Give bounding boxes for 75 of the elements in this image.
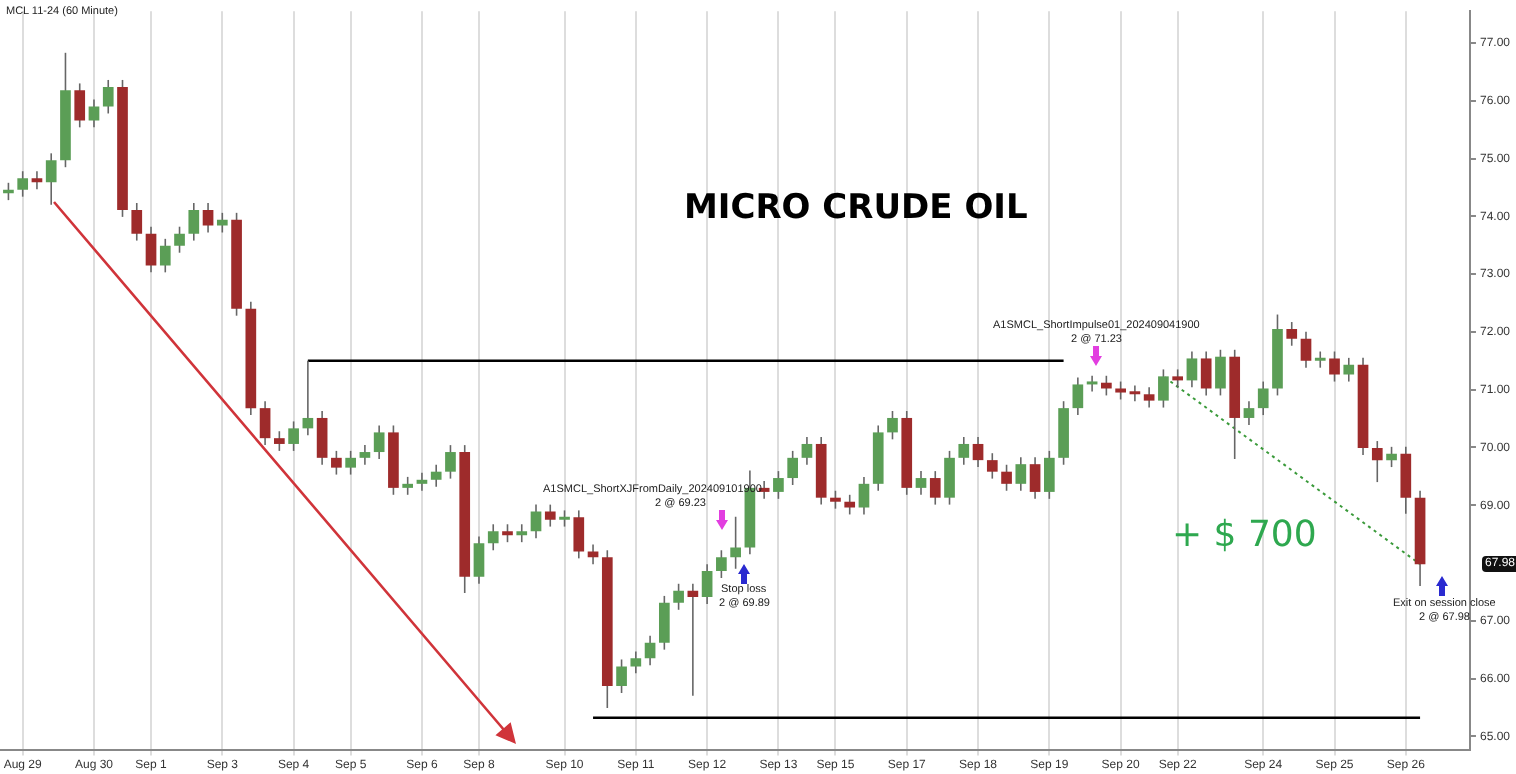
annotation: + $ 700 — [1172, 514, 1317, 558]
candlestick — [17, 170, 29, 198]
candlestick — [1043, 450, 1055, 500]
candlestick — [145, 225, 157, 274]
candlestick — [159, 238, 171, 274]
text: MICRO CRUDE OIL — [684, 188, 1028, 228]
candlestick — [1086, 374, 1098, 393]
candlestick — [587, 543, 599, 565]
candlestick — [1329, 350, 1340, 383]
candlestick — [544, 503, 556, 528]
candlestick — [573, 509, 585, 560]
candlestick — [302, 359, 314, 437]
candlestick — [445, 444, 456, 480]
candlestick — [730, 515, 741, 570]
candlestick — [202, 202, 214, 234]
candlestick — [972, 436, 984, 468]
candlestick — [1072, 376, 1084, 416]
candlestick — [1314, 350, 1326, 369]
candlestick — [716, 549, 727, 579]
candlestick — [345, 450, 356, 476]
candlestick — [516, 523, 528, 543]
candlestick — [887, 410, 898, 441]
candlestick — [430, 463, 442, 488]
candlestick — [673, 582, 684, 611]
candlestick — [801, 436, 813, 466]
candlestick — [1300, 331, 1312, 369]
candlestick — [1015, 456, 1027, 492]
candlestick — [373, 424, 385, 460]
candlestick — [530, 503, 542, 539]
candlestick — [359, 444, 371, 466]
candlestick — [701, 563, 713, 605]
candlestick — [858, 476, 870, 516]
candlestick — [1386, 446, 1397, 468]
candlestick — [787, 450, 799, 486]
candlestick — [74, 82, 86, 129]
candlestick — [986, 452, 998, 480]
candlestick — [1186, 350, 1198, 389]
candlestick — [630, 650, 642, 675]
candlestick — [174, 225, 185, 254]
candlestick — [616, 658, 627, 694]
candlestick — [274, 430, 285, 452]
candlestick — [915, 470, 927, 496]
candlestick — [288, 420, 299, 452]
candlestick — [1371, 440, 1383, 483]
candlestick — [102, 79, 114, 115]
candlestick — [1200, 350, 1212, 397]
candlestick — [1343, 357, 1355, 383]
candlestick — [131, 202, 143, 242]
candlestick — [331, 450, 342, 476]
candlestick — [958, 436, 970, 466]
candlestick — [1257, 380, 1269, 416]
candlestick — [844, 494, 856, 516]
candlestick — [644, 634, 656, 667]
candlestick — [658, 595, 670, 651]
candlestick — [929, 470, 941, 506]
candlestick — [1129, 384, 1141, 402]
candlestick — [473, 535, 485, 585]
candlestick — [188, 202, 200, 242]
candlestick — [1029, 456, 1041, 500]
candlestick — [1158, 368, 1169, 409]
candlestick — [487, 523, 499, 552]
candlestick — [316, 410, 328, 466]
candlestick — [1243, 400, 1255, 426]
candlestick — [1215, 348, 1226, 397]
candlestick — [944, 450, 955, 506]
candlestick — [45, 152, 57, 206]
candlestick — [1286, 321, 1298, 347]
candlestick — [31, 170, 43, 190]
candlestick — [416, 472, 428, 492]
candlestick — [1400, 446, 1412, 515]
candlestick — [1001, 463, 1012, 492]
candlestick — [259, 400, 271, 446]
candlestick — [773, 470, 784, 500]
candlestick — [1143, 386, 1155, 409]
candlestick — [216, 212, 228, 234]
